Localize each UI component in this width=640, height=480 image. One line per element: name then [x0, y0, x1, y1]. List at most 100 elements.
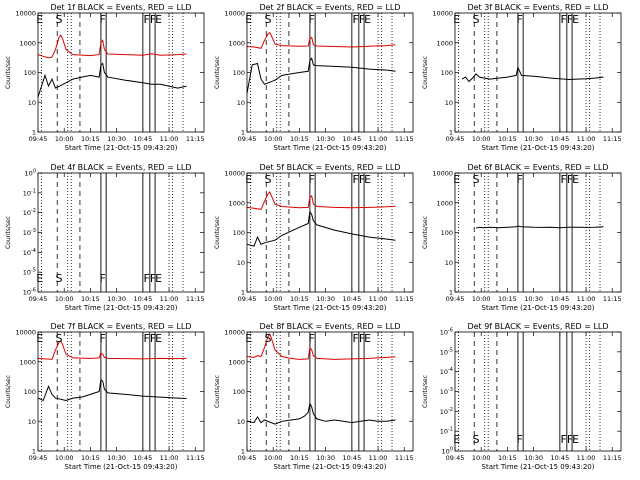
x-axis-label: Start Time (21-Oct-15 09:43:20) — [65, 144, 178, 152]
y-axis-label: Counts/sec — [422, 375, 429, 408]
y-tick-label: 1000 — [228, 39, 245, 47]
plot-frame — [454, 12, 622, 133]
x-tick-label: 11:00 — [577, 135, 596, 143]
x-tick-label: 10:45 — [342, 295, 361, 303]
y-tick-label: 10-1 — [440, 427, 453, 436]
x-tick-label: 10:45 — [342, 454, 361, 462]
y-tick-label: 10000 — [224, 170, 245, 178]
events-series-line — [461, 65, 604, 83]
plot-frame — [37, 331, 205, 452]
x-tick-label: 11:15 — [186, 135, 205, 143]
flag-label: F — [99, 332, 105, 345]
y-tick-label: 1 — [241, 129, 245, 137]
flag-label: F — [99, 272, 105, 285]
y-axis-label: Counts/sec — [5, 375, 12, 408]
x-tick-label: 10:45 — [550, 295, 569, 303]
flag-label: FF — [353, 332, 366, 345]
flag-label: FF — [144, 13, 157, 26]
x-axis-label: Start Time (21-Oct-15 09:43:20) — [274, 144, 387, 152]
events-series-line — [37, 378, 187, 402]
flag-label: F — [308, 173, 314, 186]
flag-label: S — [472, 13, 479, 26]
x-tick-label: 10:00 — [472, 295, 491, 303]
x-tick-label: 10:30 — [524, 135, 543, 143]
lld-series-line — [246, 191, 396, 210]
chart-title: Det 5f BLACK = Events, RED = LLD — [259, 163, 400, 172]
flag-label: F — [516, 173, 522, 186]
x-tick-label: 10:00 — [55, 295, 74, 303]
events-series-line — [246, 57, 396, 94]
y-tick-label: 100 — [233, 229, 245, 237]
y-tick-label: 100 — [441, 69, 453, 77]
x-tick-label: 10:30 — [316, 454, 335, 462]
y-tick-label: 10000 — [432, 10, 453, 18]
y-tick-label: 1 — [449, 129, 453, 137]
y-tick-label: 10000 — [224, 10, 245, 18]
y-axis-label: Counts/sec — [5, 56, 12, 89]
flag-label: S — [264, 332, 271, 345]
lld-series-line — [37, 340, 187, 360]
flag-label: E — [453, 433, 460, 446]
flag-label: E — [245, 173, 252, 186]
y-tick-label: 10-5 — [440, 347, 453, 356]
y-tick-label: 10-6 — [440, 328, 453, 337]
x-axis-label: Start Time (21-Oct-15 09:43:20) — [274, 304, 387, 312]
x-tick-label: 10:00 — [472, 135, 491, 143]
y-axis-label: Counts/sec — [214, 375, 221, 408]
x-tick-label: 11:00 — [577, 454, 596, 462]
flag-label: E — [245, 332, 252, 345]
chart-title: Det 9f BLACK = Events, RED = LLD — [467, 322, 608, 331]
flag-label: E — [572, 173, 579, 186]
y-tick-label: 10000 — [432, 170, 453, 178]
y-tick-label: 1000 — [436, 39, 453, 47]
x-tick-label: 09:45 — [238, 135, 257, 143]
x-tick-label: 11:15 — [186, 454, 205, 462]
chart-title: Det 1f BLACK = Events, RED = LLD — [50, 3, 191, 12]
flag-label: E — [364, 173, 371, 186]
x-tick-label: 10:00 — [264, 295, 283, 303]
x-tick-label: 10:15 — [81, 135, 100, 143]
flag-label: E — [36, 13, 43, 26]
events-series-line — [246, 210, 396, 247]
flag-label: S — [472, 173, 479, 186]
y-tick-label: 100 — [25, 169, 36, 178]
x-tick-label: 09:45 — [29, 135, 48, 143]
x-tick-label: 09:45 — [446, 295, 465, 303]
x-tick-label: 10:15 — [290, 295, 309, 303]
chart-title: Det 3f BLACK = Events, RED = LLD — [467, 3, 608, 12]
x-tick-label: 10:00 — [472, 454, 491, 462]
x-tick-label: 11:00 — [160, 454, 179, 462]
y-tick-label: 1 — [32, 448, 36, 456]
y-tick-label: 10-3 — [23, 228, 36, 237]
flag-label: FF — [561, 173, 574, 186]
y-tick-label: 10000 — [224, 329, 245, 337]
flag-label: F — [308, 332, 314, 345]
x-tick-label: 10:15 — [81, 454, 100, 462]
flag-label: F — [308, 13, 314, 26]
x-axis-label: Start Time (21-Oct-15 09:43:20) — [482, 144, 595, 152]
plot-frame — [37, 172, 205, 293]
lld-series-line — [246, 31, 396, 49]
x-axis-label: Start Time (21-Oct-15 09:43:20) — [482, 304, 595, 312]
flag-label: E — [364, 13, 371, 26]
x-tick-label: 10:30 — [107, 454, 126, 462]
x-tick-label: 10:30 — [524, 295, 543, 303]
flag-label: E — [572, 13, 579, 26]
flag-label: S — [264, 13, 271, 26]
events-series-line — [246, 401, 396, 425]
x-tick-label: 10:30 — [107, 295, 126, 303]
plot-frame — [246, 12, 414, 133]
x-tick-label: 10:00 — [55, 454, 74, 462]
y-tick-label: 1 — [32, 129, 36, 137]
y-tick-label: 10-5 — [23, 268, 36, 277]
flag-label: S — [55, 272, 62, 285]
events-series-line — [475, 225, 604, 229]
x-tick-label: 10:00 — [264, 135, 283, 143]
x-tick-label: 11:15 — [395, 135, 414, 143]
x-axis-label: Start Time (21-Oct-15 09:43:20) — [274, 463, 387, 471]
flag-label: S — [264, 173, 271, 186]
chart-title: Det 4f BLACK = Events, RED = LLD — [50, 163, 191, 172]
x-tick-label: 10:30 — [316, 135, 335, 143]
